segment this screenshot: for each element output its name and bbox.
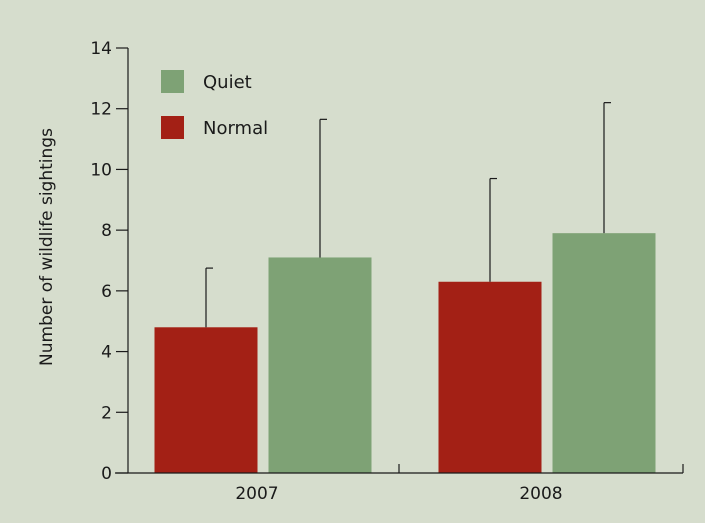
y-tick-label-0: 0 xyxy=(101,464,112,484)
y-tick-label-10: 10 xyxy=(90,160,112,180)
bar-quiet-2008 xyxy=(552,233,656,473)
legend-label-normal: Normal xyxy=(203,118,268,139)
bar-quiet-2007 xyxy=(268,257,372,473)
bar-normal-2008 xyxy=(438,281,542,473)
y-tick-label-2: 2 xyxy=(101,403,112,423)
y-tick-label-6: 6 xyxy=(101,282,112,302)
y-tick-label-4: 4 xyxy=(101,343,112,363)
legend-swatch-quiet xyxy=(161,70,184,93)
y-axis-title: Number of wildlife sightings xyxy=(37,128,57,366)
y-tick-label-12: 12 xyxy=(90,100,112,120)
x-tick-label-2007: 2007 xyxy=(235,484,278,504)
y-tick-label-14: 14 xyxy=(90,39,112,59)
legend-swatch-normal xyxy=(161,116,184,139)
legend-label-quiet: Quiet xyxy=(203,72,252,93)
y-tick-label-8: 8 xyxy=(101,221,112,241)
bar-normal-2007 xyxy=(154,327,258,473)
x-tick-label-2008: 2008 xyxy=(519,484,562,504)
